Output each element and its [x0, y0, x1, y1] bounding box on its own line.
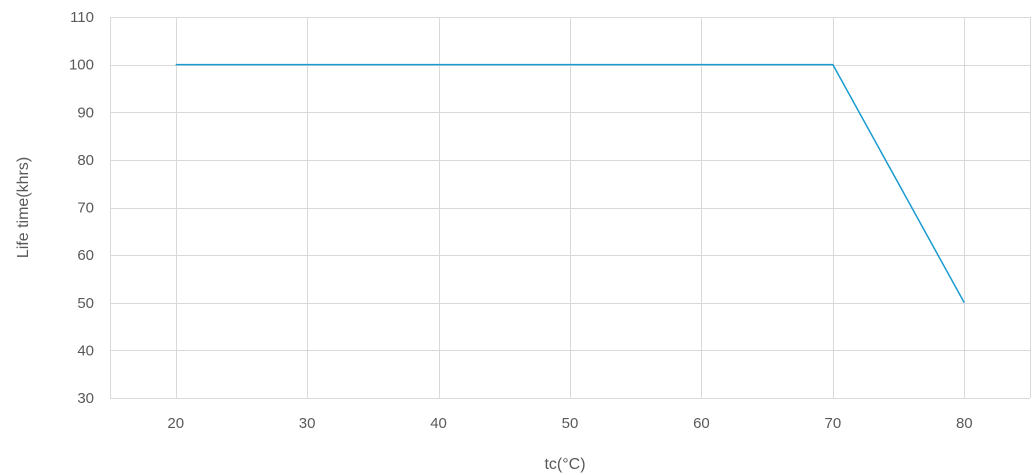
y-tick-label-60: 60 [77, 247, 94, 264]
y-tick-label-80: 80 [77, 152, 94, 169]
y-tick-label-40: 40 [77, 342, 94, 359]
y-tick-label-50: 50 [77, 295, 94, 312]
horizontal-gridlines [110, 17, 1030, 399]
x-tick-label-60: 60 [693, 415, 710, 432]
y-tick-label-30: 30 [77, 390, 94, 407]
x-tick-label-50: 50 [562, 415, 579, 432]
x-axis-title: tc(°C) [544, 456, 585, 473]
y-axis-title: Life time(khrs) [15, 157, 32, 258]
y-tick-labels: 30 40 50 60 70 80 90 100 110 [69, 9, 94, 407]
y-tick-label-110: 110 [70, 9, 94, 26]
x-tick-label-80: 80 [956, 415, 973, 432]
x-tick-label-70: 70 [825, 415, 842, 432]
y-tick-label-90: 90 [77, 104, 94, 121]
y-tick-label-70: 70 [77, 200, 94, 217]
series-line-1 [175, 63, 965, 304]
x-tick-labels: 20 30 40 50 60 70 80 [167, 415, 972, 432]
series-layer [175, 63, 965, 304]
x-tick-label-30: 30 [299, 415, 316, 432]
x-tick-label-40: 40 [430, 415, 447, 432]
y-tick-label-100: 100 [69, 57, 94, 74]
x-tick-label-20: 20 [167, 415, 184, 432]
vertical-gridlines [110, 17, 1031, 398]
